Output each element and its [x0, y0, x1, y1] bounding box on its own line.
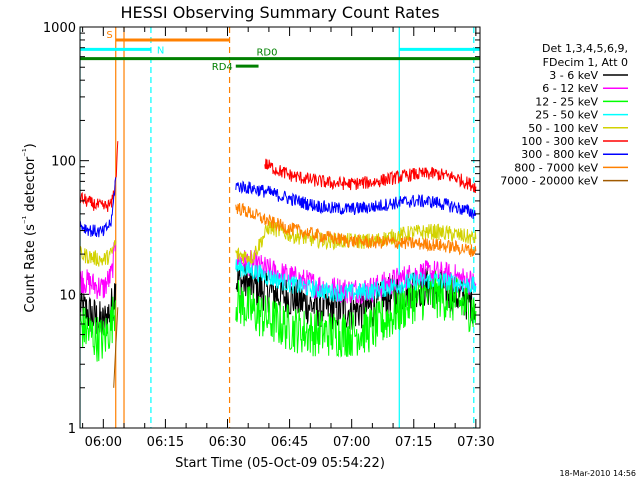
- series-line: [80, 240, 117, 267]
- series-line: [235, 249, 477, 305]
- plot-date-stamp: 18-Mar-2010 14:56: [560, 469, 637, 478]
- legend-entry-label: 7000 - 20000 keV: [500, 175, 598, 188]
- legend-entry-label: 3 - 6 keV: [549, 69, 598, 82]
- series-line: [113, 307, 119, 388]
- chart-title: HESSI Observing Summary Count Rates: [120, 3, 439, 22]
- x-tick-label: 07:00: [333, 435, 370, 450]
- x-tick-label: 06:45: [271, 435, 308, 450]
- mode-label: RD0: [256, 48, 277, 59]
- mode-label: RD4: [212, 62, 233, 73]
- mode-label: S: [106, 30, 112, 41]
- series-line: [235, 202, 477, 258]
- legend-entry-label: 300 - 800 keV: [521, 148, 598, 161]
- y-tick-label: 10: [59, 288, 76, 303]
- series-line: [264, 158, 477, 194]
- x-tick-label: 06:15: [147, 435, 184, 450]
- legend-entry-label: 12 - 25 keV: [535, 95, 598, 108]
- series-line: [235, 258, 477, 302]
- series-line: [80, 241, 117, 299]
- mode-label: N: [157, 45, 164, 56]
- series-line: [80, 296, 117, 362]
- series-line: [80, 177, 117, 238]
- x-tick-label: 06:00: [85, 435, 122, 450]
- legend-entry-label: 100 - 300 keV: [521, 135, 598, 148]
- y-axis-label: Count Rate (s⁻¹ detector⁻¹): [22, 143, 38, 312]
- series-line: [235, 263, 477, 330]
- legend-entry-label: 50 - 100 keV: [528, 122, 598, 135]
- legend-entry-label: 25 - 50 keV: [535, 109, 598, 122]
- x-axis-label: Start Time (05-Oct-09 05:54:22): [175, 456, 385, 471]
- x-tick-label: 06:30: [209, 435, 246, 450]
- x-tick-label: 07:15: [395, 435, 432, 450]
- legend-entry-label: 6 - 12 keV: [542, 82, 598, 95]
- axes-layer: 1 10 100 1000 06:00 06:15 06:30 06:45 07:00 07:15…: [43, 21, 495, 450]
- legend: Det 1,3,4,5,6,9,FDecim 1, Att 03 - 6 keV…: [500, 42, 628, 188]
- y-tick-label: 1: [68, 422, 76, 437]
- legend-header: Det 1,3,4,5,6,9,: [542, 42, 628, 55]
- plot-frame: [79, 26, 481, 429]
- series-line: [80, 141, 119, 213]
- series-line: [235, 180, 477, 220]
- x-tick-label: 07:30: [457, 435, 494, 450]
- plot-data-layer: S N RD0 RD4: [80, 27, 480, 428]
- legend-header: FDecim 1, Att 0: [543, 56, 628, 69]
- y-tick-label: 1000: [43, 21, 76, 36]
- y-tick-label: 100: [51, 155, 76, 170]
- legend-entry-label: 800 - 7000 keV: [514, 161, 598, 174]
